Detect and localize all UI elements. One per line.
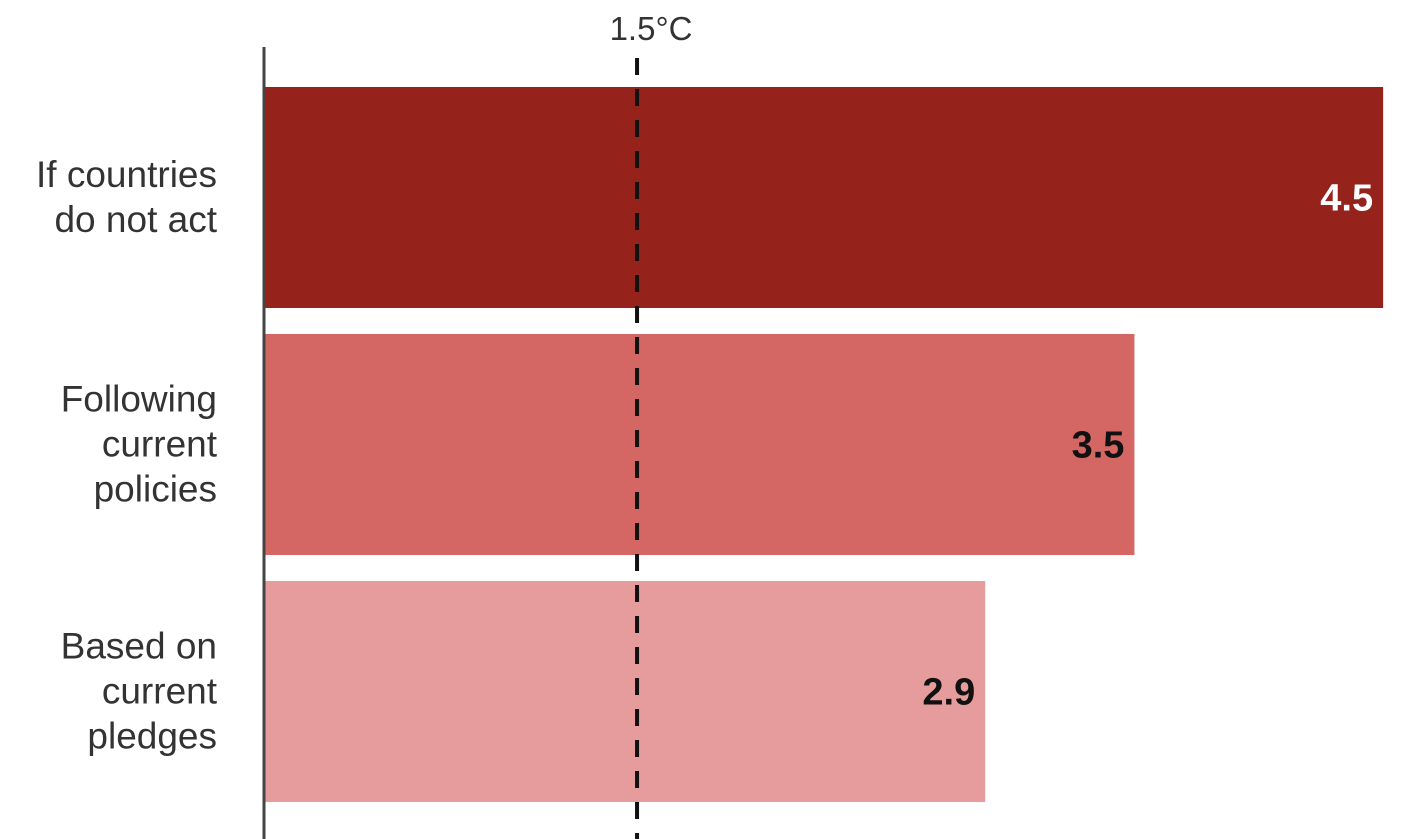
category-label-line: current <box>102 671 218 712</box>
category-label-1: If countries do not act <box>36 154 218 240</box>
category-label-3: Based on current pledges <box>61 626 218 757</box>
bar-3 <box>264 581 986 802</box>
category-label-line: current <box>102 424 218 465</box>
category-label-2: Following current policies <box>61 379 218 510</box>
category-label-line: pledges <box>87 716 217 757</box>
category-label-line: Following <box>61 379 217 420</box>
category-label-line: do not act <box>54 199 217 240</box>
bar-2 <box>264 334 1135 555</box>
value-label-3: 2.9 <box>922 672 975 714</box>
bar-1 <box>264 87 1384 308</box>
reference-line-label: 1.5°C <box>610 10 693 47</box>
category-label-line: If countries <box>36 154 217 195</box>
value-label-1: 4.5 <box>1320 178 1373 220</box>
category-label-line: Based on <box>61 626 217 667</box>
category-label-line: policies <box>94 469 217 510</box>
value-label-2: 3.5 <box>1072 425 1125 467</box>
